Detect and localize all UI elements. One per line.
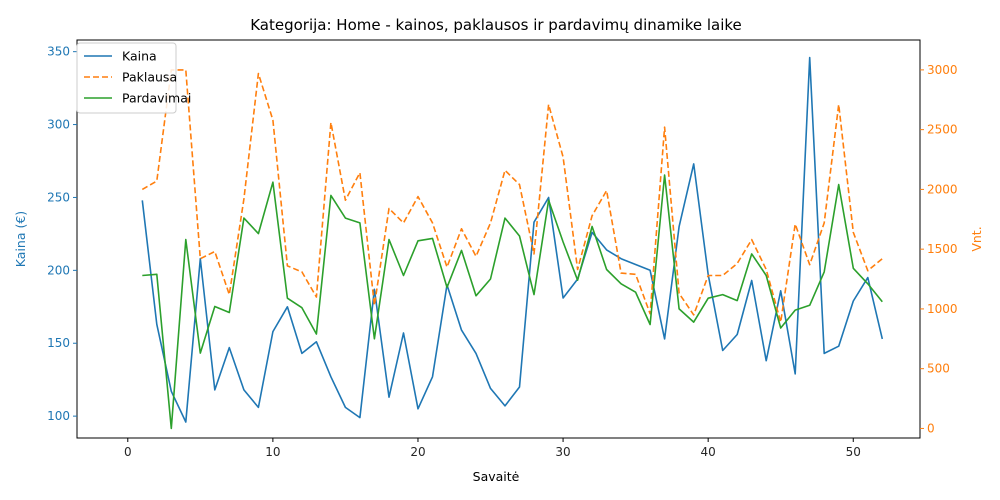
series-line-pardavimai bbox=[142, 174, 883, 430]
y-right-tick-label: 3000 bbox=[927, 63, 958, 77]
y-right-tick-label: 1000 bbox=[927, 302, 958, 316]
x-tick-label: 0 bbox=[124, 445, 132, 459]
legend: Kaina Paklausa Pardavimai bbox=[76, 42, 191, 114]
y-left-axis-ticks: 100 150 200 250 300 350 bbox=[47, 45, 77, 423]
x-tick-label: 40 bbox=[701, 445, 716, 459]
y-left-tick-label: 300 bbox=[47, 118, 70, 132]
y-right-tick-label: 500 bbox=[927, 362, 950, 376]
y-left-tick-label: 350 bbox=[47, 45, 70, 59]
y-left-tick-label: 250 bbox=[47, 190, 70, 204]
series-line-paklausa bbox=[141, 69, 883, 323]
y-left-tick-label: 150 bbox=[47, 336, 70, 350]
x-axis-ticks: 0 10 20 30 40 50 bbox=[124, 438, 861, 459]
y-right-axis-label: Vnt. bbox=[969, 226, 984, 251]
x-tick-label: 10 bbox=[265, 445, 280, 459]
y-left-tick-label: 200 bbox=[47, 263, 70, 277]
x-tick-label: 50 bbox=[846, 445, 861, 459]
x-axis-label: Savaitė bbox=[473, 469, 520, 484]
x-tick-label: 20 bbox=[410, 445, 425, 459]
legend-label-kaina: Kaina bbox=[122, 49, 157, 64]
legend-box bbox=[76, 42, 177, 114]
series-lines bbox=[141, 56, 884, 430]
y-right-axis-ticks: 0 500 1000 1500 2000 2500 3000 bbox=[920, 63, 958, 435]
series-line-kaina bbox=[141, 56, 884, 423]
y-right-tick-label: 1500 bbox=[927, 242, 958, 256]
chart-title: Kategorija: Home - kainos, paklausos ir … bbox=[250, 16, 742, 34]
y-right-tick-label: 2000 bbox=[927, 182, 958, 196]
y-right-tick-label: 0 bbox=[927, 421, 935, 435]
y-right-tick-label: 2500 bbox=[927, 123, 958, 137]
x-tick-label: 30 bbox=[555, 445, 570, 459]
y-left-axis-label: Kaina (€) bbox=[13, 211, 28, 267]
plot-frame bbox=[76, 39, 921, 439]
legend-label-paklausa: Paklausa bbox=[122, 70, 177, 85]
y-left-tick-label: 100 bbox=[47, 409, 70, 423]
legend-label-pardavimai: Pardavimai bbox=[122, 91, 191, 106]
